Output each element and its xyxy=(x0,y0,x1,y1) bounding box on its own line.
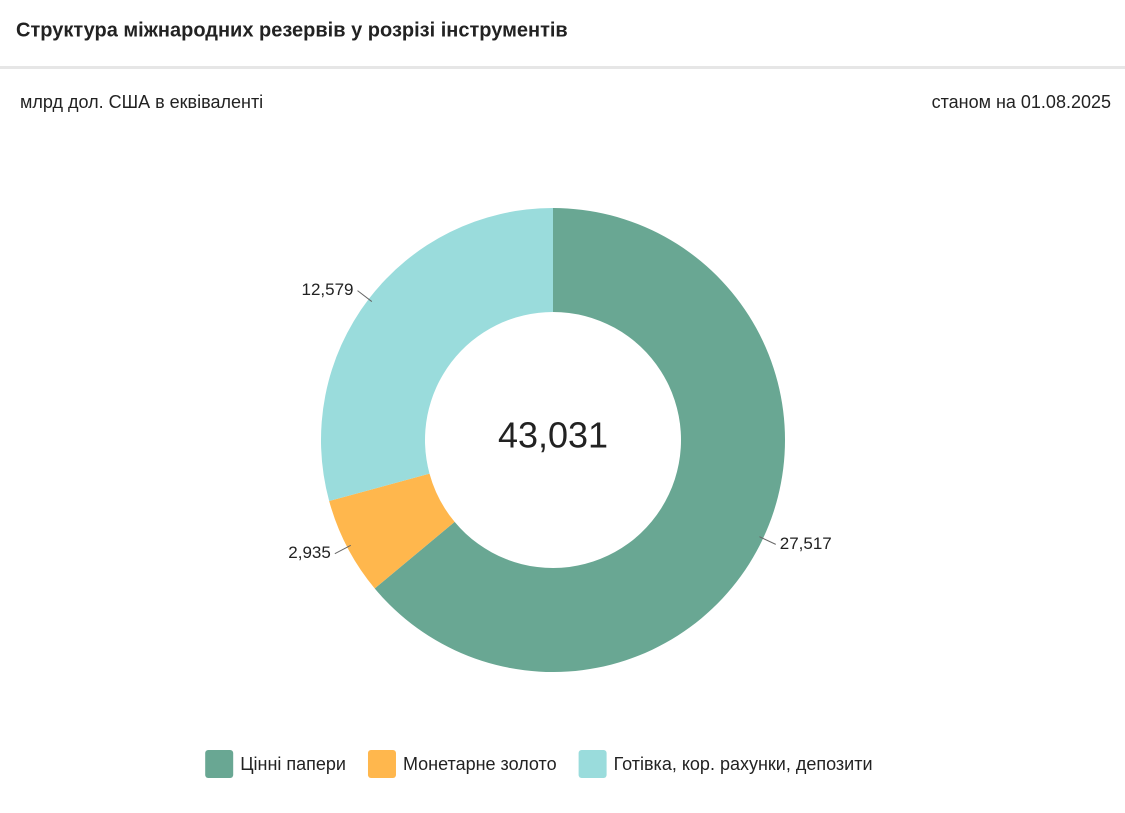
center-total: 43,031 xyxy=(498,415,608,456)
legend-label: Цінні папери xyxy=(240,754,346,774)
legend-swatch xyxy=(367,750,396,778)
donut-slice xyxy=(329,473,455,589)
leader-line xyxy=(759,536,776,545)
leader-line xyxy=(357,290,373,302)
leader-line xyxy=(334,544,352,555)
subtitle: млрд дол. США в еквіваленті xyxy=(20,92,263,112)
date-note: станом на 01.08.2025 xyxy=(932,92,1111,112)
header-shadow xyxy=(0,66,1125,69)
data-label: 2,935 xyxy=(288,543,331,562)
data-label: 12,579 xyxy=(302,280,354,299)
legend-swatch xyxy=(205,750,234,778)
legend-label: Монетарне золото xyxy=(403,754,557,774)
donut-slice xyxy=(374,208,785,672)
data-label: 27,517 xyxy=(780,534,832,553)
legend-label: Готівка, кор. рахунки, депозити xyxy=(614,754,873,774)
header-bar xyxy=(0,0,1125,66)
chart-title: Структура міжнародних резервів у розрізі… xyxy=(16,19,568,41)
legend-swatch xyxy=(578,750,607,778)
donut-slice xyxy=(321,208,553,501)
